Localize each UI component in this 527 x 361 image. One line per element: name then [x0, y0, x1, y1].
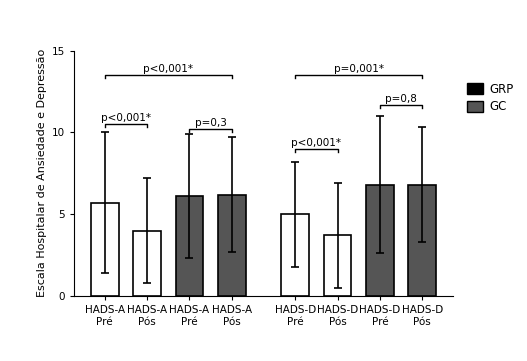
Bar: [218, 195, 246, 296]
Bar: [91, 203, 119, 296]
Legend: GRP, GC: GRP, GC: [467, 83, 513, 113]
Bar: [281, 214, 309, 296]
Bar: [366, 185, 394, 296]
Text: p=0,3: p=0,3: [194, 118, 227, 128]
Bar: [324, 235, 352, 296]
Text: p<0,001*: p<0,001*: [101, 113, 151, 123]
Bar: [408, 185, 436, 296]
Bar: [175, 196, 203, 296]
Bar: [133, 231, 161, 296]
Text: p=0,8: p=0,8: [385, 94, 417, 104]
Text: p<0,001*: p<0,001*: [291, 138, 341, 148]
Text: p<0,001*: p<0,001*: [143, 64, 193, 74]
Text: p=0,001*: p=0,001*: [334, 64, 384, 74]
Y-axis label: Escala Hospitalar de Ansiedade e Depressão: Escala Hospitalar de Ansiedade e Depress…: [37, 49, 47, 297]
